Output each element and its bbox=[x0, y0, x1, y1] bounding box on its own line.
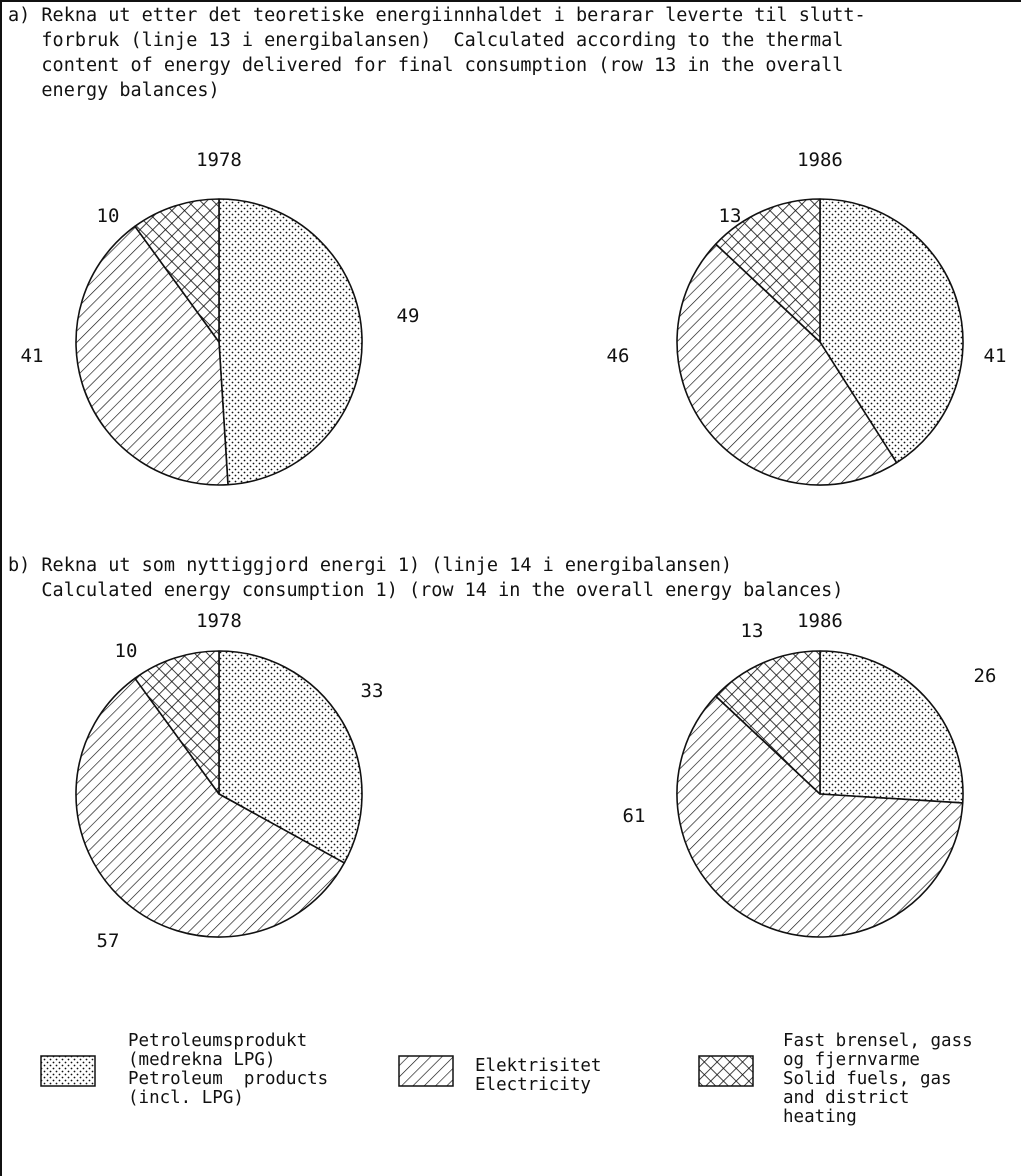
pie-b-1986: 26 61 13 1986 bbox=[623, 610, 997, 938]
pie-a-1986: 41 46 13 1986 bbox=[607, 149, 1007, 486]
pie-slice-solid-fuels bbox=[134, 198, 220, 343]
slice-label-solid-fuels: 10 bbox=[115, 640, 138, 662]
slice-label-electricity: 41 bbox=[21, 345, 44, 367]
pie-slice-solid-fuels bbox=[134, 650, 220, 795]
pie-title: 1978 bbox=[196, 610, 242, 632]
pie-slice-solid-fuels bbox=[714, 650, 821, 795]
slice-label-electricity: 61 bbox=[623, 805, 646, 827]
legend-label-solid-fuels: Fast brensel, gass og fjernvarme Solid f… bbox=[783, 1031, 973, 1127]
slice-label-solid-fuels: 13 bbox=[741, 620, 764, 642]
pie-slice-petroleum bbox=[218, 198, 363, 486]
pie-title: 1978 bbox=[196, 149, 242, 171]
legend-swatch-electricity bbox=[398, 1055, 454, 1087]
legend-swatch-solid-fuels bbox=[698, 1055, 754, 1087]
slice-label-petroleum: 26 bbox=[974, 665, 997, 687]
pie-title: 1986 bbox=[797, 149, 843, 171]
slice-label-solid-fuels: 13 bbox=[719, 205, 742, 227]
pie-b-1978: 33 57 10 1978 bbox=[75, 610, 384, 952]
pie-slice-petroleum bbox=[819, 650, 964, 804]
pie-slice-electricity bbox=[676, 695, 964, 938]
legend-label-electricity: Elektrisitet Electricity bbox=[475, 1056, 602, 1095]
pie-a-1978: 49 41 10 1978 bbox=[21, 149, 420, 486]
caption-a: a) Rekna ut etter det teoretiske energii… bbox=[8, 5, 866, 101]
slice-label-petroleum: 49 bbox=[397, 305, 420, 327]
caption-b: b) Rekna ut som nyttiggjord energi 1) (l… bbox=[8, 555, 844, 601]
slice-label-electricity: 57 bbox=[97, 930, 120, 952]
pie-slice-electricity bbox=[75, 677, 346, 938]
pie-slice-solid-fuels bbox=[714, 198, 821, 343]
legend-label-petroleum: Petroleumsprodukt (medrekna LPG) Petrole… bbox=[128, 1031, 329, 1108]
pie-slice-petroleum bbox=[218, 650, 363, 864]
slice-label-solid-fuels: 10 bbox=[97, 205, 120, 227]
pie-slice-electricity bbox=[676, 243, 898, 486]
slice-label-petroleum: 33 bbox=[361, 680, 384, 702]
pie-slice-petroleum bbox=[819, 198, 964, 464]
legend-swatch-petroleum bbox=[40, 1055, 96, 1087]
slice-label-electricity: 46 bbox=[607, 345, 630, 367]
slice-label-petroleum: 41 bbox=[984, 345, 1007, 367]
pie-slice-electricity bbox=[75, 225, 229, 486]
pie-title: 1986 bbox=[797, 610, 843, 632]
